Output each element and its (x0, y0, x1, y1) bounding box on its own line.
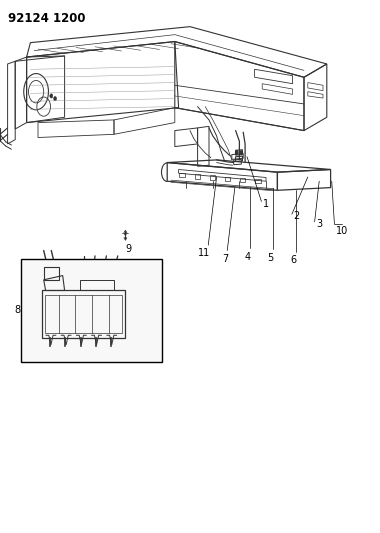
Bar (179, 173, 185, 177)
Bar (195, 174, 200, 179)
Text: 10: 10 (336, 226, 348, 236)
Text: 2: 2 (293, 212, 299, 221)
Text: 6: 6 (290, 255, 296, 265)
Circle shape (50, 94, 53, 98)
Text: 11: 11 (198, 248, 211, 259)
Bar (45, 295, 122, 333)
Text: 3: 3 (316, 219, 322, 229)
Bar (44, 266, 59, 280)
Bar (42, 290, 125, 338)
Bar (210, 175, 215, 180)
Circle shape (236, 151, 238, 154)
Circle shape (54, 96, 57, 101)
Text: 9: 9 (125, 244, 131, 254)
Bar (80, 280, 114, 290)
Bar (21, 259, 162, 362)
Text: 5: 5 (268, 253, 274, 263)
Text: 4: 4 (244, 252, 250, 262)
Text: 7: 7 (222, 254, 228, 264)
Circle shape (240, 151, 242, 154)
Text: 92124 1200: 92124 1200 (8, 12, 85, 25)
Text: 8: 8 (14, 305, 21, 316)
Text: 1: 1 (263, 199, 269, 208)
Bar (255, 179, 261, 183)
Bar (225, 177, 230, 181)
Bar (240, 178, 245, 182)
